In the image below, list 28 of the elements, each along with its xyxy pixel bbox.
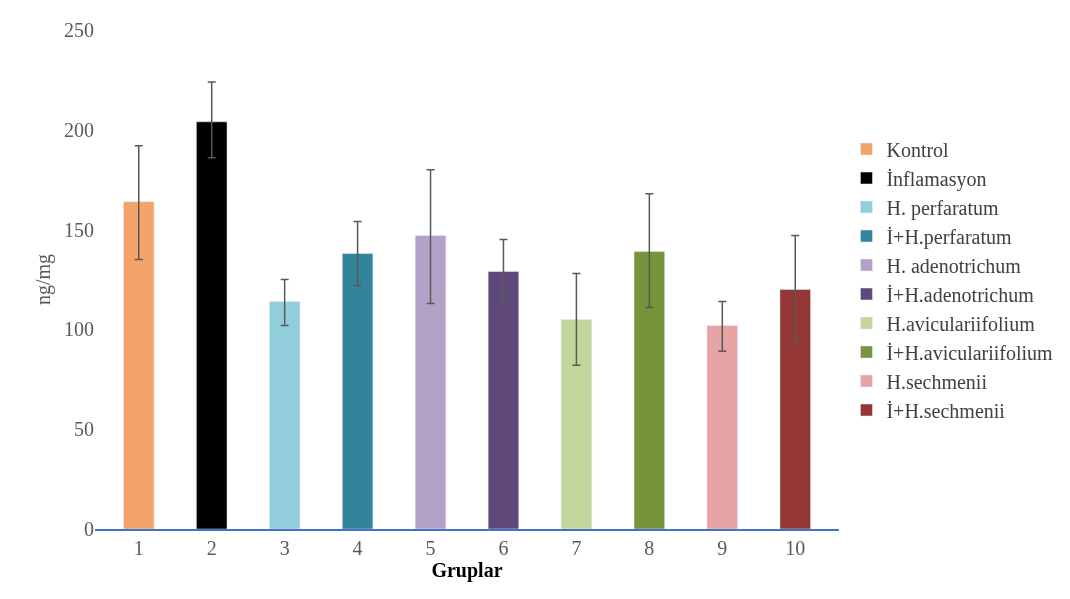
legend-label: H.sechmenii <box>886 370 988 393</box>
legend-label: İnflamasyon <box>886 167 987 191</box>
x-tick-label: 9 <box>717 537 728 559</box>
x-tick-label: 4 <box>352 537 363 559</box>
x-tick-label: 2 <box>206 537 217 559</box>
y-tick-label: 100 <box>64 318 94 341</box>
legend-label: İ+H.perfaratum <box>886 225 1012 249</box>
x-tick-label: 5 <box>425 537 436 559</box>
y-tick-label: 50 <box>74 418 94 441</box>
x-axis-title: Gruplar <box>431 559 503 582</box>
legend-label: İ+H.aviculariifolium <box>886 341 1054 364</box>
y-axis-title: ng/mg <box>31 253 55 306</box>
legend-label: Kontrol <box>886 138 950 161</box>
legend-label: H.aviculariifolium <box>886 312 1036 335</box>
x-tick-label: 6 <box>498 537 509 559</box>
y-tick-label: 0 <box>84 518 94 540</box>
x-tick-label: 1 <box>133 537 144 559</box>
y-tick-label: 150 <box>64 218 94 241</box>
x-tick-label: 10 <box>785 537 806 559</box>
y-tick-label: 250 <box>64 19 94 41</box>
x-tick-label: 7 <box>571 537 582 559</box>
legend-label: H. perfaratum <box>886 196 1000 220</box>
y-tick-label: 200 <box>64 118 94 141</box>
legend-label: H. adenotrichum <box>886 254 1022 277</box>
x-tick-label: 8 <box>644 537 655 559</box>
legend-label: İ+H.sechmenii <box>886 399 1006 422</box>
x-tick-label: 3 <box>279 537 290 559</box>
legend-label: İ+H.adenotrichum <box>886 283 1035 306</box>
